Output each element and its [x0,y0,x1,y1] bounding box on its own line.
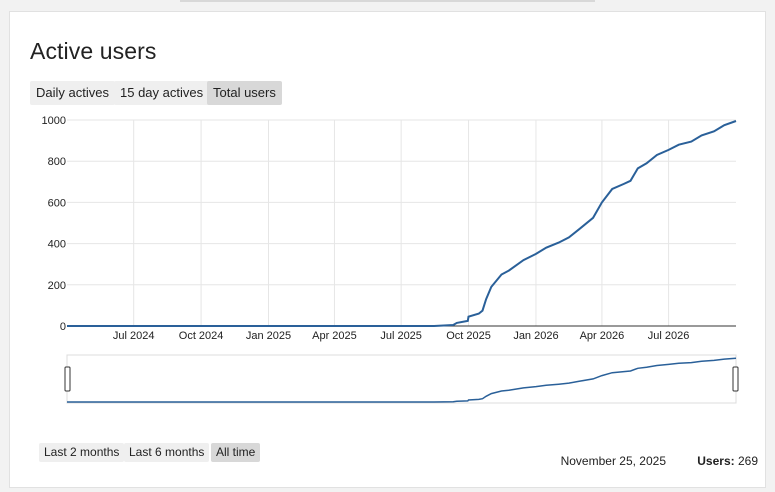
x-tick-label: Apr 2026 [580,330,625,342]
x-tick-label: Oct 2024 [179,330,224,342]
navigator-right-handle[interactable] [732,366,739,392]
series-line-total-users [67,120,737,327]
range-all-time-button[interactable]: All time [211,443,261,462]
y-tick-label: 1000 [42,115,66,127]
y-axis-ticks: 0 200 400 600 800 1000 [42,115,66,333]
x-tick-label: Jul 2026 [648,330,690,342]
y-tick-label: 200 [48,280,66,292]
y-tick-label: 400 [48,239,66,251]
tab-daily-actives[interactable]: Daily actives [30,81,115,105]
y-tick-label: 600 [48,197,66,209]
page-title: Active users [30,38,157,64]
selected-date: November 25, 2025 [560,454,666,468]
x-tick-label: Jan 2025 [246,330,291,342]
range-navigator[interactable] [66,354,737,404]
range-last-2-months-button[interactable]: Last 2 months [39,443,125,462]
x-tick-label: Jul 2024 [113,330,155,342]
y-tick-label: 0 [60,321,66,333]
tab-15-day-actives[interactable]: 15 day actives [114,81,210,105]
active-users-card: Active users Daily actives 15 day active… [9,11,766,488]
x-tick-label: Apr 2025 [312,330,357,342]
tab-total-users[interactable]: Total users [207,81,282,105]
top-edge-bar [180,0,595,2]
chart-grid [67,119,736,327]
x-axis-ticks: Jul 2024 Oct 2024 Jan 2025 Apr 2025 Jul 2025… [113,330,690,342]
x-tick-label: Jan 2026 [513,330,558,342]
x-tick-label: Oct 2025 [446,330,491,342]
y-tick-label: 800 [48,156,66,168]
range-last-6-months-button[interactable]: Last 6 months [124,443,210,462]
navigator-series-line [67,357,737,403]
x-tick-label: Jul 2025 [380,330,422,342]
users-value: 269 [737,454,758,468]
users-label: Users: [697,454,735,468]
selected-users: Users: 269 [697,454,758,468]
navigator-left-handle[interactable] [64,366,71,392]
